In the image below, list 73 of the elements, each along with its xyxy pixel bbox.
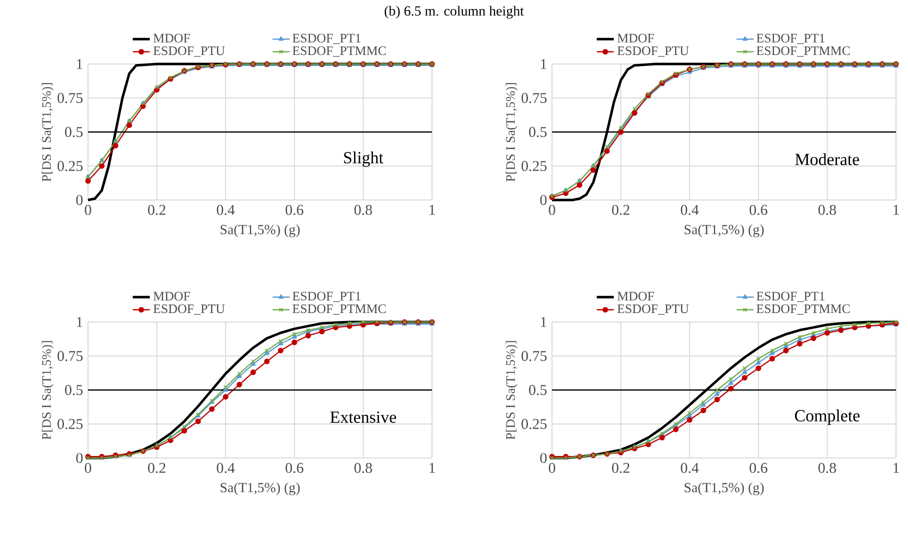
legend-label: ESDOF_PT1 (756, 292, 825, 302)
x-tick-label: 0.2 (612, 462, 630, 474)
y-tick-label: 0.75 (58, 92, 83, 104)
annotation: Slight (344, 151, 384, 167)
annotation: Extensive (330, 412, 396, 423)
annotation: Complete (794, 410, 860, 425)
legend-label: ESDOF_PT1 (292, 292, 360, 302)
y-tick-label: 0.75 (522, 350, 547, 362)
x-tick-label: 0 (84, 462, 92, 473)
y-tick-label: 0.5 (65, 384, 83, 396)
y-tick-label: 1 (77, 317, 82, 327)
legend-label: ESDOF_PT1 (292, 34, 360, 44)
legend-label: MDOF (153, 34, 190, 42)
legend-label: MDOF (617, 34, 654, 42)
x-tick-label: 0.4 (680, 462, 699, 474)
legend-label: MDOF (153, 292, 190, 300)
legend-label: ESDOF_PTMMC (756, 304, 850, 315)
x-tick-label: 0.2 (148, 204, 166, 215)
x-tick-label: 0.6 (750, 204, 768, 215)
x-tick-label: 1 (430, 462, 435, 473)
x-tick-label: 0.4 (680, 204, 699, 215)
legend-label: MDOF (617, 292, 654, 300)
y-tick-label: 0 (76, 194, 83, 206)
y-tick-label: 0.25 (58, 418, 83, 430)
y-axis-title: P[DS I Sa(T1,5%)] (506, 83, 518, 182)
x-tick-label: 0.6 (750, 462, 768, 474)
chart-title: (b) 6.5 m. column height (384, 6, 524, 19)
x-tick-label: 0.6 (286, 204, 304, 215)
x-tick-label: 1 (430, 204, 435, 215)
y-tick-label: 0.75 (522, 92, 547, 104)
x-tick-label: 0 (548, 204, 556, 215)
x-tick-label: 1 (894, 462, 899, 473)
x-tick-label: 0.2 (148, 462, 166, 474)
x-tick-label: 0.8 (818, 204, 836, 215)
legend-label: ESDOF_PTMMC (292, 46, 386, 57)
x-axis-title: Sa(T1,5%) (g) (684, 482, 764, 496)
legend-label: ESDOF_PTU (153, 46, 225, 57)
annotation: Moderate (795, 153, 860, 166)
y-axis-title: P[DS I Sa(T1,5%)] (42, 341, 54, 440)
y-tick-label: 0.5 (65, 126, 83, 138)
x-tick-label: 0.2 (612, 204, 630, 215)
x-tick-label: 0.6 (286, 462, 304, 474)
x-tick-label: 1 (894, 204, 899, 215)
x-tick-label: 0.4 (216, 204, 235, 215)
legend-label: ESDOF_PTU (153, 304, 225, 315)
y-tick-label: 0.75 (58, 350, 83, 362)
y-tick-label: 0.25 (522, 160, 547, 172)
y-tick-label: 0.25 (58, 160, 83, 172)
y-axis-title: P[DS I Sa(T1,5%)] (42, 83, 54, 182)
y-tick-label: 1 (77, 59, 82, 69)
legend-label: ESDOF_PTU (617, 304, 689, 315)
x-axis-title: Sa(T1,5%) (g) (684, 224, 764, 238)
y-tick-label: 0 (540, 194, 547, 206)
y-tick-label: 0.25 (522, 418, 547, 430)
legend-label: ESDOF_PTMMC (292, 304, 386, 315)
x-tick-label: 0.8 (354, 204, 372, 215)
y-tick-label: 0 (76, 452, 83, 464)
y-tick-label: 0.5 (529, 126, 547, 138)
x-tick-label: 0 (84, 204, 92, 215)
y-tick-label: 0.5 (529, 384, 547, 396)
y-axis-title: P[DS I Sa(T1,5%)] (506, 341, 518, 440)
x-axis-title: Sa(T1,5%) (g) (220, 224, 300, 238)
legend-label: ESDOF_PT1 (756, 34, 825, 44)
legend-label: ESDOF_PTU (617, 46, 689, 57)
y-tick-label: 1 (541, 59, 546, 69)
x-tick-label: 0.4 (216, 462, 235, 474)
x-tick-label: 0.8 (354, 462, 372, 474)
x-axis-title: Sa(T1,5%) (g) (220, 482, 300, 496)
y-tick-label: 0 (540, 452, 547, 464)
y-tick-label: 1 (541, 317, 546, 327)
x-tick-label: 0 (548, 462, 556, 473)
legend-label: ESDOF_PTMMC (756, 46, 850, 57)
x-tick-label: 0.8 (818, 462, 836, 474)
